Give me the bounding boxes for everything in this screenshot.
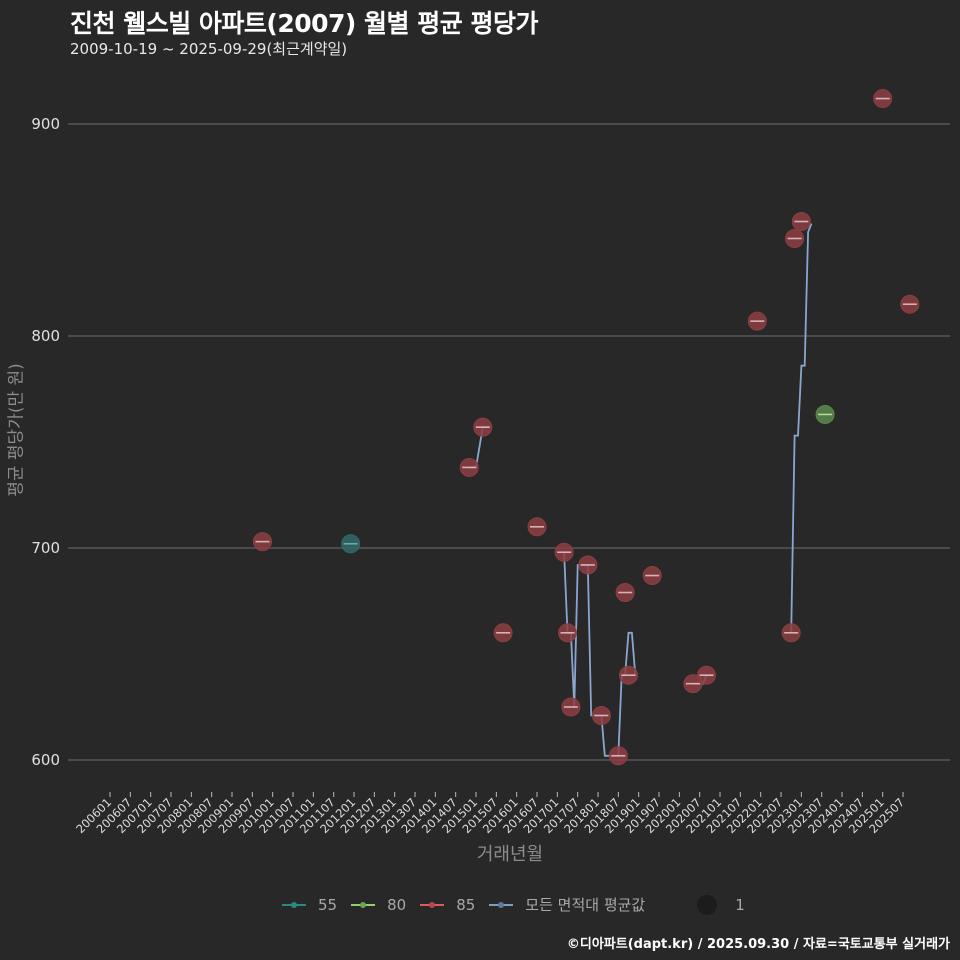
x-axis-ticks: 2006012006072007012007072008012008072009… xyxy=(73,792,907,836)
legend-key-85-icon xyxy=(420,899,445,911)
size-legend-circle-icon xyxy=(697,894,718,915)
data-points xyxy=(253,89,920,766)
x-axis-label: 거래년월 xyxy=(476,844,544,865)
legend-key-55-icon xyxy=(282,899,306,911)
legend-label: 55 xyxy=(318,895,338,914)
size-legend-label: 1 xyxy=(735,895,745,914)
y-axis-ticks: 600 700 800 900 xyxy=(31,115,60,769)
legend-label: 85 xyxy=(456,895,476,914)
legend-key-80-icon xyxy=(351,899,376,911)
y-tick-label: 600 xyxy=(31,751,60,769)
source-footer: ©디아파트(dapt.kr) / 2025.09.30 / 자료=국토교통부 실… xyxy=(566,937,950,952)
chart-subtitle: 2009-10-19 ~ 2025-09-29(최근계약일) xyxy=(70,40,348,58)
legend-item-80: 80 xyxy=(351,896,406,914)
chart-title: 진천 웰스빌 아파트(2007) 월별 평균 평당가 xyxy=(70,9,538,38)
average-line-segment xyxy=(563,552,637,757)
y-axis-label: 평균 평당가(만 원) xyxy=(6,363,27,497)
legend-label: 모든 면적대 평균값 xyxy=(525,896,646,914)
y-tick-label: 800 xyxy=(31,327,60,345)
y-tick-label: 900 xyxy=(31,115,60,133)
legend-item-average: 모든 면적대 평균값 xyxy=(489,894,645,915)
gridlines xyxy=(68,123,950,761)
average-step-line xyxy=(469,223,813,757)
legend-key-average-icon xyxy=(489,899,514,911)
legend-item-55: 55 xyxy=(282,896,337,914)
legend: 55 80 85 모든 면적대 평균값 1 xyxy=(282,894,745,915)
average-line-segment xyxy=(790,223,813,633)
legend-item-85: 85 xyxy=(420,896,475,914)
legend-label: 80 xyxy=(387,895,407,914)
y-tick-label: 700 xyxy=(31,539,60,557)
